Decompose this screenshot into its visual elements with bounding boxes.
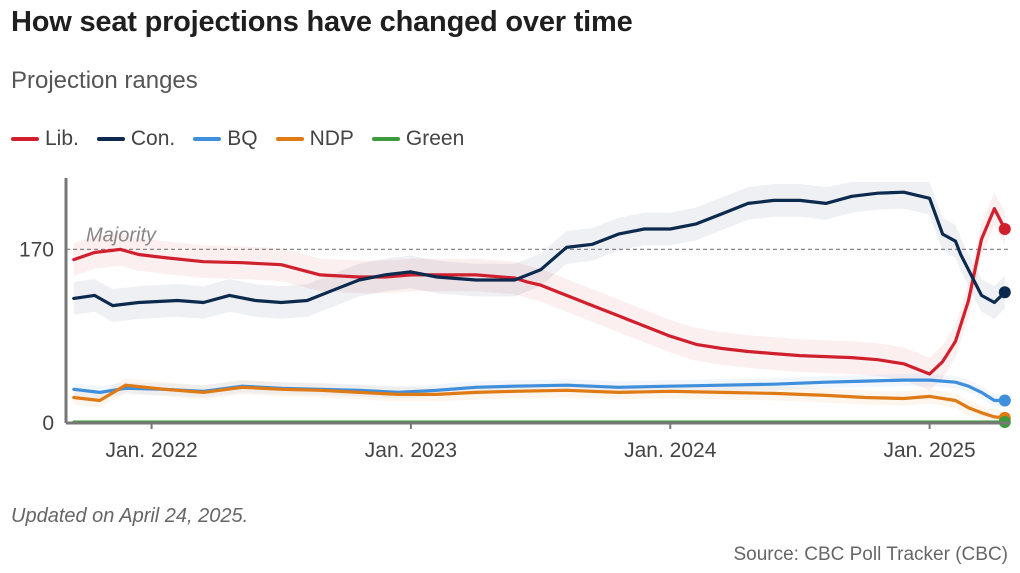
x-tick-label: Jan. 2022 — [105, 439, 197, 462]
majority-label: Majority — [86, 224, 157, 246]
legend-label-bq: BQ — [227, 127, 258, 150]
chart-subtitle: Projection ranges — [11, 67, 198, 94]
end-dot-bq — [998, 394, 1011, 407]
range-band-lib — [73, 192, 1005, 391]
legend-label-ndp: NDP — [309, 127, 354, 150]
end-dot-lib — [998, 222, 1011, 235]
legend: Lib. Con. BQ NDP Green — [11, 127, 482, 151]
x-tick-label: Jan. 2024 — [624, 439, 717, 462]
axes: 0 170 Jan. 2022 Jan. 2023 Jan. 2024 Jan. 2025 — [19, 178, 1010, 462]
legend-swatch-lib — [11, 137, 39, 141]
legend-label-con: Con. — [130, 127, 176, 150]
legend-swatch-bq — [193, 137, 222, 141]
end-dot-con — [998, 286, 1011, 299]
legend-item-con: Con. — [96, 127, 176, 151]
series-end-dots — [998, 222, 1011, 428]
legend-item-green: Green — [371, 127, 465, 151]
legend-label-lib: Lib. — [45, 127, 79, 150]
series-line-ndp — [72, 383, 1007, 420]
legend-swatch-con — [96, 137, 125, 141]
chart-title: How seat projections have changed over t… — [11, 6, 633, 38]
seat-projection-chart: Majority 0 170 Jan. 2022 Jan. 2023 Jan. 2024… — [19, 178, 1011, 462]
legend-swatch-green — [371, 137, 400, 141]
legend-item-bq: BQ — [193, 127, 258, 151]
x-tick-label: Jan. 2023 — [365, 439, 457, 462]
legend-label-green: Green — [405, 127, 465, 150]
legend-item-lib: Lib. — [11, 127, 79, 151]
legend-swatch-ndp — [275, 137, 304, 141]
y-tick-label: 0 — [42, 412, 54, 435]
legend-item-ndp: NDP — [275, 127, 354, 151]
updated-note: Updated on April 24, 2025. — [11, 505, 249, 527]
x-tick-label: Jan. 2025 — [883, 439, 975, 462]
series-line-lib — [72, 206, 1007, 376]
source-note: Source: CBC Poll Tracker (CBC) — [733, 544, 1008, 565]
y-tick-label: 170 — [19, 238, 54, 261]
range-band-con — [73, 182, 1005, 322]
reference-lines: Majority — [66, 224, 1010, 250]
series-line-con — [72, 190, 1007, 308]
